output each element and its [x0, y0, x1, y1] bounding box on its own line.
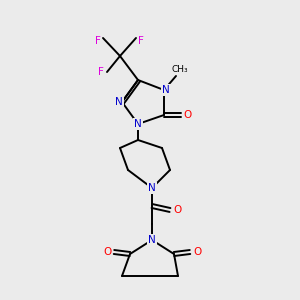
- Text: N: N: [134, 119, 142, 129]
- Text: N: N: [115, 97, 123, 107]
- Text: F: F: [95, 36, 101, 46]
- Text: CH₃: CH₃: [172, 64, 188, 74]
- Text: O: O: [193, 247, 201, 257]
- Text: F: F: [98, 67, 104, 77]
- Text: N: N: [148, 235, 156, 245]
- Text: N: N: [148, 183, 156, 193]
- Text: O: O: [103, 247, 111, 257]
- Text: F: F: [138, 36, 144, 46]
- Text: N: N: [162, 85, 170, 95]
- Text: O: O: [173, 205, 181, 215]
- Text: O: O: [184, 110, 192, 120]
